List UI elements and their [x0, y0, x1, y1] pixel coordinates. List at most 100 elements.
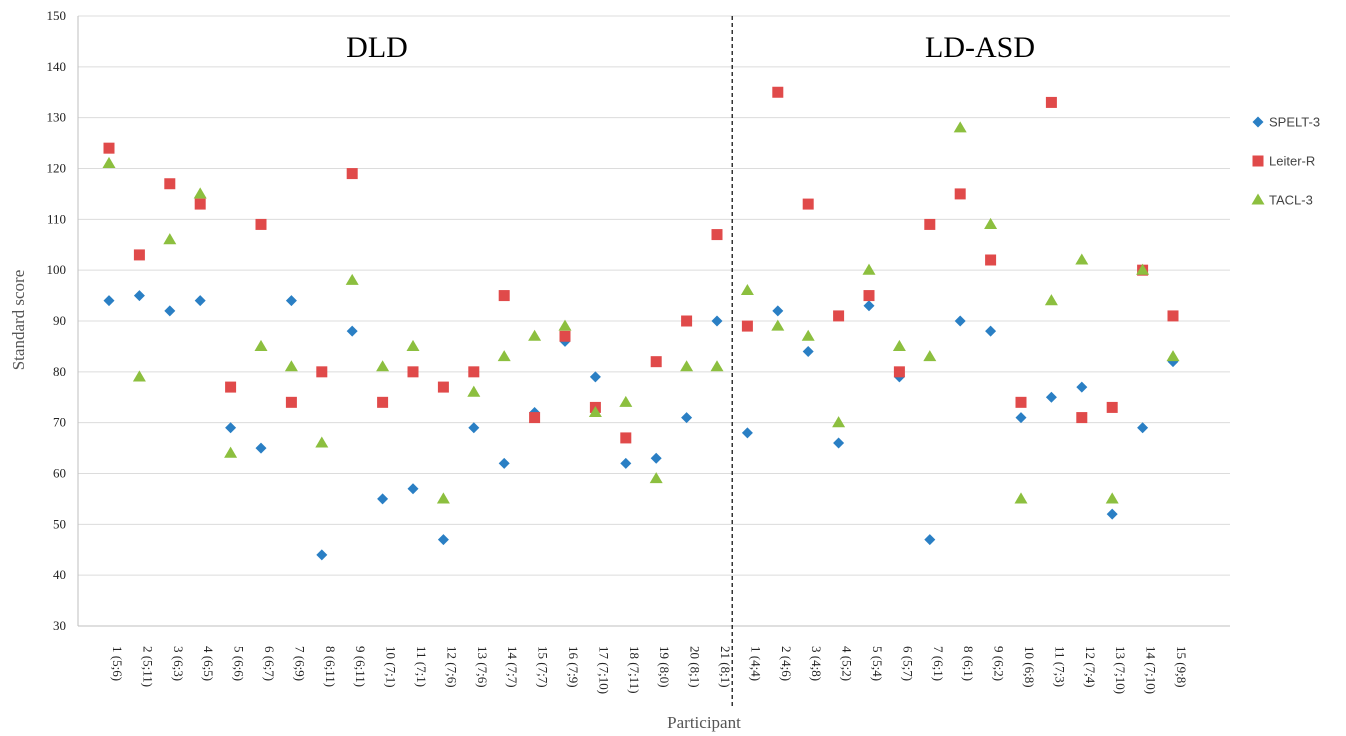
y-tick-label: 70: [53, 415, 66, 430]
leiter-r-point: [316, 366, 328, 378]
tacl-3-point: [862, 263, 876, 275]
x-tick-label: 10 (7;1): [384, 646, 399, 688]
tacl-3-point: [680, 360, 694, 372]
leiter-r-point: [954, 188, 966, 200]
x-tick-label: 10 (6;8): [1022, 646, 1037, 688]
leiter-r-point: [407, 366, 419, 378]
gridlines: [78, 15, 1230, 627]
tacl-3-point: [923, 350, 937, 362]
x-tick-label: 12 (7;6): [444, 646, 459, 688]
spelt-3-point: [833, 437, 845, 449]
y-axis-title: Standard score: [9, 270, 28, 371]
leiter-r-point: [498, 290, 510, 302]
x-tick-label: 20 (8;1): [688, 646, 703, 688]
leiter-r-point: [711, 229, 723, 241]
x-tick-label: 6 (5;7): [900, 646, 915, 681]
spelt-3-point: [681, 412, 693, 424]
tacl-3-point: [193, 187, 207, 199]
legend-label: TACL-3: [1269, 193, 1313, 208]
x-tick-label: 6 (6;7): [262, 646, 277, 681]
y-tick-label: 110: [47, 211, 66, 226]
tacl-3-point: [588, 406, 602, 418]
x-tick-label: 11 (7;1): [414, 646, 429, 687]
leiter-r-point: [985, 254, 997, 266]
x-axis-title: Participant: [667, 713, 741, 732]
x-tick-label: 2 (5;11): [140, 646, 155, 687]
x-tick-label: 7 (6;1): [931, 646, 946, 681]
leiter-r-point: [1045, 96, 1057, 108]
tacl-3-point: [1075, 253, 1089, 265]
y-tick-label: 90: [53, 313, 66, 328]
spelt-3-point: [316, 549, 328, 561]
x-tick-label: 9 (6;11): [353, 646, 368, 687]
spelt-3-point: [1106, 508, 1118, 520]
x-tick-label: 11 (7;3): [1052, 646, 1067, 687]
x-tick-label: 3 (4;8): [809, 646, 824, 681]
spelt-3-point: [772, 305, 784, 317]
spelt-3-point: [1137, 422, 1149, 434]
tacl-3-point: [284, 360, 298, 372]
tacl-3-point: [892, 339, 906, 351]
x-tick-label: 16 (7;9): [566, 646, 581, 688]
y-tick-label: 80: [53, 364, 66, 379]
x-tick-label: 14 (7;10): [1144, 646, 1159, 694]
leiter-r-point: [681, 315, 693, 327]
tacl-3-point: [832, 416, 846, 428]
spelt-3-point: [802, 346, 814, 357]
tacl-3-point: [953, 121, 967, 133]
tacl-3-point: [254, 339, 268, 351]
tacl-3-point: [163, 233, 177, 245]
leiter-r-point: [346, 168, 358, 180]
x-tick-label: 17 (7;10): [596, 646, 611, 694]
spelt-3-point: [194, 295, 206, 307]
spelt-3-point: [103, 295, 115, 307]
tacl-3-point: [558, 319, 572, 331]
spelt-3-point: [498, 457, 510, 469]
spelt-3-point: [377, 493, 389, 505]
spelt-3-point: [650, 452, 662, 464]
legend-marker: [1252, 155, 1264, 167]
tacl-3-point: [102, 156, 116, 168]
spelt-3-point: [468, 422, 480, 434]
leiter-r-point: [437, 381, 449, 393]
group-labels: DLD LD-ASD: [346, 31, 1035, 64]
leiter-r-point: [133, 249, 145, 261]
leiter-r-point: [1076, 412, 1088, 424]
spelt-3-point: [620, 457, 632, 469]
x-tick-labels: 1 (5;6) 2 (5;11) 3 (6;3) 4 (6;5) 5 (6;6) 6 (6…: [110, 646, 1189, 694]
tacl-3-point: [1044, 294, 1058, 306]
leiter-r-point: [559, 330, 571, 342]
tacl-3-point: [1136, 263, 1150, 275]
leiter-r-point: [650, 356, 662, 368]
legend-label: SPELT-3: [1269, 115, 1320, 130]
x-tick-label: 1 (5;6): [110, 646, 125, 681]
tacl-3-point: [649, 472, 663, 484]
spelt-3-point: [985, 325, 997, 337]
spelt-3-point: [437, 534, 449, 546]
leiter-r-point: [468, 366, 480, 378]
tacl-3-point: [467, 385, 481, 397]
group-label: DLD: [346, 31, 408, 64]
x-tick-label: 2 (4;6): [779, 646, 794, 681]
leiter-r-point: [377, 396, 389, 408]
spelt-3-point: [225, 422, 237, 434]
legend-label: Leiter-R: [1269, 154, 1315, 169]
tacl-3-point: [132, 370, 146, 382]
x-tick-label: 5 (6;6): [232, 646, 247, 681]
x-tick-label: 15 (7;7): [536, 646, 551, 688]
x-tick-label: 3 (6;3): [171, 646, 186, 681]
tacl-3-point: [315, 436, 329, 448]
leiter-r-point: [772, 86, 784, 98]
x-tick-label: 7 (6;9): [292, 646, 307, 681]
x-tick-label: 12 (7;4): [1083, 646, 1098, 688]
tacl-3-point: [436, 492, 450, 504]
leiter-r-point: [802, 198, 814, 210]
y-tick-label: 100: [47, 262, 67, 277]
tacl-3-point: [345, 273, 359, 285]
tacl-3-point: [528, 329, 542, 341]
spelt-3-point: [1076, 381, 1088, 393]
series-leiter-r: [103, 86, 1179, 444]
x-tick-label: 9 (6;2): [992, 646, 1007, 681]
